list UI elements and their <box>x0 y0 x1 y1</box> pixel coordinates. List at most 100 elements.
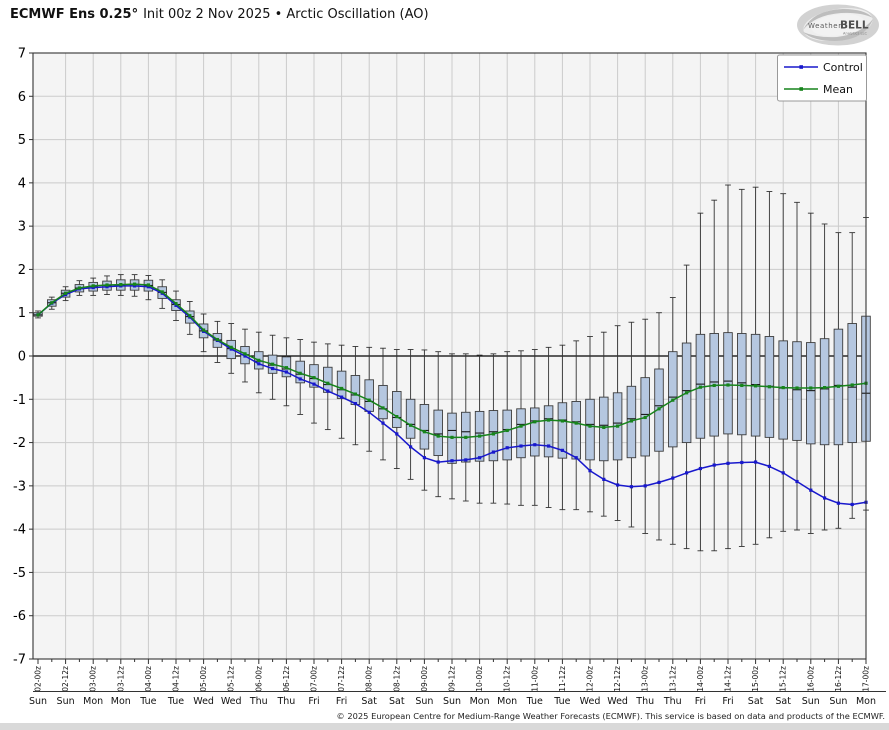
x-day-label: Fri <box>722 696 733 707</box>
y-tick-label: 2 <box>18 263 26 278</box>
x-day-label: Thu <box>249 696 268 707</box>
x-day-label: Thu <box>276 696 295 707</box>
logo-swirl-icon <box>797 4 879 46</box>
x-tick-label: 17-00z <box>862 666 871 692</box>
copyright-text: © 2025 European Centre for Medium-Range … <box>336 711 885 721</box>
x-day-label: Mon <box>83 696 103 707</box>
x-tick-label: 12-12z <box>613 666 622 692</box>
x-day-label: Tue <box>526 696 543 707</box>
box-whisker <box>323 366 333 393</box>
x-tick-label: 10-00z <box>475 666 484 692</box>
x-tick-label: 02-12z <box>61 666 70 692</box>
x-day-label: Sun <box>29 696 47 707</box>
legend-label-mean: Mean <box>823 83 853 96</box>
box-whisker <box>723 332 733 435</box>
x-day-label: Fri <box>336 696 347 707</box>
box-whisker <box>792 341 802 441</box>
x-day-label: Mon <box>497 696 517 707</box>
x-day-label: Wed <box>193 696 214 707</box>
x-day-label: Mon <box>470 696 490 707</box>
x-tick-label: 13-00z <box>641 666 650 692</box>
x-tick-label: 06-00z <box>254 666 263 692</box>
y-tick-label: -4 <box>13 523 26 538</box>
logo-text-analytics: Analytics LLC <box>843 32 867 36</box>
box-whisker <box>543 405 554 458</box>
x-tick-label: 07-00z <box>310 666 319 692</box>
title-init-variable: Init 00z 2 Nov 2025 • Arctic Oscillation… <box>143 7 429 22</box>
x-day-label: Sat <box>389 696 405 707</box>
x-tick-label: 07-12z <box>337 666 346 692</box>
y-tick-label: -3 <box>13 479 26 494</box>
x-tick-label: 16-00z <box>806 666 815 692</box>
y-tick-label: -2 <box>13 436 26 451</box>
x-day-label: Sun <box>829 696 847 707</box>
box-whisker <box>405 398 416 439</box>
y-tick-label: -6 <box>13 609 26 624</box>
x-day-label: Sun <box>415 696 433 707</box>
x-tick-label: 15-12z <box>779 666 788 692</box>
x-day-label: Tue <box>139 696 156 707</box>
box-whisker <box>419 404 430 450</box>
box-whisker <box>350 375 361 405</box>
x-day-label: Wed <box>580 696 601 707</box>
series-mean <box>36 282 868 439</box>
y-tick-label: 1 <box>18 306 26 321</box>
x-day-label: Sat <box>748 696 764 707</box>
box-whisker <box>819 338 830 446</box>
x-tick-label: 11-00z <box>530 666 539 692</box>
x-day-label: Sun <box>443 696 461 707</box>
x-day-label: Mon <box>111 696 131 707</box>
x-tick-label: 16-12z <box>834 666 843 692</box>
box-whisker <box>530 407 540 457</box>
x-tick-label: 03-12z <box>116 666 125 692</box>
y-tick-label: 7 <box>18 47 26 62</box>
box-whisker <box>364 379 374 412</box>
box-whisker <box>806 342 816 445</box>
x-day-label: Thu <box>635 696 654 707</box>
x-tick-label: 08-12z <box>392 666 401 692</box>
y-tick-label: 0 <box>18 350 26 365</box>
x-tick-label: 09-12z <box>448 666 457 692</box>
y-tick-label: -1 <box>13 393 26 408</box>
y-tick-label: 6 <box>18 90 26 105</box>
box-whisker <box>585 398 595 461</box>
legend-label-control: Control <box>823 61 863 74</box>
y-tick-label: 3 <box>18 220 26 235</box>
x-axis: 02-00z Sun 02-12z Sun 03-00z Mon 03-12z Mon 04-0… <box>29 659 876 707</box>
box-whisker <box>336 370 347 399</box>
x-tick-label: 05-12z <box>227 666 236 692</box>
x-day-label: Sat <box>775 696 791 707</box>
x-tick-label: 03-00z <box>89 666 98 692</box>
x-day-label: Wed <box>607 696 628 707</box>
x-tick-label: 10-12z <box>503 666 512 692</box>
weatherbell-logo: Weather BELL Analytics LLC <box>797 4 879 46</box>
box-whisker <box>516 408 526 459</box>
x-day-label: Tue <box>553 696 570 707</box>
x-day-label: Fri <box>308 696 319 707</box>
x-tick-label: 14-00z <box>696 666 705 692</box>
x-day-label: Fri <box>695 696 706 707</box>
x-day-label: Sun <box>57 696 75 707</box>
box-whisker <box>571 401 581 460</box>
x-tick-label: 14-12z <box>724 666 733 692</box>
x-day-label: Thu <box>663 696 682 707</box>
x-tick-label: 12-00z <box>586 666 595 692</box>
box-whisker <box>378 384 388 420</box>
bottom-border-strip <box>0 723 889 730</box>
legend: Control Mean <box>777 54 867 102</box>
page-title: ECMWF Ens 0.25° Init 00z 2 Nov 2025 • Arc… <box>10 7 429 22</box>
box-whisker <box>433 409 443 457</box>
x-day-label: Mon <box>856 696 876 707</box>
box-whisker <box>778 340 788 440</box>
x-day-label: Sat <box>361 696 377 707</box>
box-whisker <box>488 410 499 462</box>
box-whisker <box>557 402 568 459</box>
x-day-label: Tue <box>167 696 184 707</box>
x-day-label: Wed <box>221 696 242 707</box>
x-tick-label: 06-12z <box>282 666 291 692</box>
logo-text-bell: BELL <box>840 20 869 32</box>
h-gridlines <box>33 95 866 617</box>
x-tick-label: 09-00z <box>420 666 429 692</box>
x-tick-label: 11-12z <box>558 666 567 692</box>
